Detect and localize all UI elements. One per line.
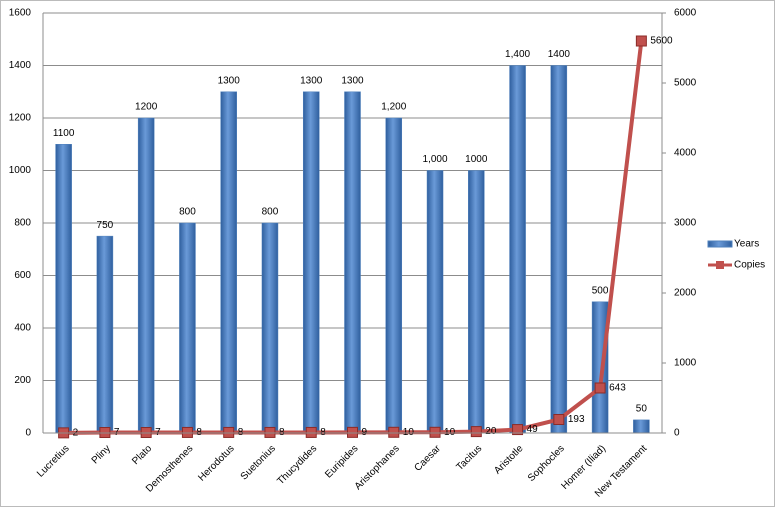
y-tick-label: 1600 bbox=[9, 8, 32, 19]
bar bbox=[550, 65, 568, 434]
y2-tick-label: 6000 bbox=[674, 8, 697, 19]
bar bbox=[385, 117, 403, 434]
line-marker bbox=[264, 426, 276, 438]
line-marker bbox=[181, 426, 193, 438]
y2-tick-label: 3000 bbox=[674, 218, 697, 229]
y2-tick-label: 2000 bbox=[674, 288, 697, 299]
bar bbox=[591, 301, 609, 434]
bar-value-label: 1,400 bbox=[505, 49, 530, 60]
bar-value-label: 1400 bbox=[548, 49, 571, 60]
y-tick-label: 800 bbox=[14, 218, 31, 229]
line-marker bbox=[594, 382, 606, 394]
bar-value-label: 1300 bbox=[300, 75, 323, 86]
bar-value-label: 1100 bbox=[53, 128, 75, 139]
y-tick-label: 400 bbox=[14, 323, 31, 334]
bar bbox=[55, 144, 72, 434]
bar bbox=[302, 91, 320, 434]
line-marker bbox=[347, 426, 358, 438]
bar-value-label: 1300 bbox=[341, 75, 364, 86]
line-value-label: 5600 bbox=[650, 36, 673, 47]
legend-label: Copies bbox=[734, 260, 765, 271]
line-marker bbox=[305, 426, 317, 438]
bar-value-label: 1200 bbox=[135, 102, 158, 113]
line-marker bbox=[429, 426, 441, 438]
y2-tick-label: 5000 bbox=[674, 78, 697, 89]
line-marker bbox=[223, 426, 235, 438]
legend-marker bbox=[716, 261, 724, 269]
line-value-label: 10 bbox=[444, 427, 456, 438]
bar bbox=[633, 419, 650, 434]
bar-value-label: 1300 bbox=[218, 75, 241, 86]
y-tick-label: 1000 bbox=[9, 165, 32, 176]
bar-value-label: 800 bbox=[179, 207, 196, 218]
bar-value-label: 800 bbox=[262, 207, 279, 218]
line-marker bbox=[635, 35, 647, 47]
bar bbox=[179, 222, 196, 434]
line-value-label: 643 bbox=[609, 383, 626, 394]
y-tick-label: 1200 bbox=[9, 113, 32, 124]
line-value-label: 20 bbox=[485, 426, 497, 437]
line-marker bbox=[388, 426, 400, 438]
line-value-label: 193 bbox=[568, 414, 585, 425]
bar-value-label: 500 bbox=[592, 285, 609, 296]
bar-value-label: 50 bbox=[636, 404, 648, 415]
y-tick-label: 200 bbox=[14, 375, 31, 386]
bar bbox=[426, 170, 444, 434]
bar bbox=[220, 91, 237, 434]
legend-label: Years bbox=[734, 239, 759, 250]
y2-tick-label: 4000 bbox=[674, 148, 697, 159]
legend-swatch bbox=[707, 240, 733, 248]
bar bbox=[137, 117, 155, 434]
line-value-label: 10 bbox=[403, 427, 415, 438]
y-tick-label: 1400 bbox=[9, 60, 32, 71]
bar bbox=[344, 91, 361, 434]
bar-value-label: 1000 bbox=[465, 154, 488, 165]
bar-value-label: 750 bbox=[97, 220, 114, 231]
line-value-label: 49 bbox=[527, 424, 539, 435]
line-marker bbox=[470, 426, 482, 438]
y-tick-label: 600 bbox=[14, 270, 31, 281]
bar bbox=[468, 170, 485, 434]
line-marker bbox=[512, 424, 524, 436]
bar bbox=[509, 65, 526, 434]
y2-tick-label: 1000 bbox=[674, 358, 697, 369]
y-tick-label: 0 bbox=[25, 428, 31, 439]
bar bbox=[96, 235, 114, 434]
line-marker bbox=[553, 413, 565, 425]
bar bbox=[261, 222, 279, 434]
y2-tick-label: 0 bbox=[674, 428, 680, 439]
bar-value-label: 1,200 bbox=[381, 102, 406, 113]
bar-value-label: 1,000 bbox=[423, 154, 448, 165]
